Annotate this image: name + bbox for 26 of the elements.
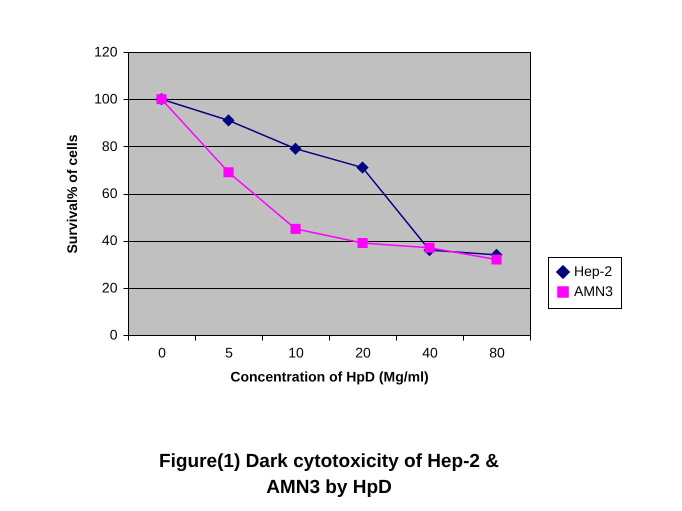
x-tick-label: 40 [422,344,438,360]
y-tick-label: 100 [94,90,118,107]
y-tick-label: 20 [102,279,118,296]
legend-label: AMN3 [574,283,614,299]
y-tick-label: 80 [102,138,118,154]
point [224,167,234,178]
legend-label: Hep-2 [574,263,612,279]
y-tick-label: 120 [94,44,118,60]
x-tick-label: 5 [225,344,234,360]
y-tick-label: 0 [110,326,118,342]
point [356,161,369,174]
x-tick-label: 20 [355,344,371,360]
text: Figure(1) Dark cytotoxicity of Hep-2 & AMN3 by HpD [159,451,500,498]
point [492,254,502,265]
point [424,242,434,253]
y-tick-label: 60 [102,185,118,201]
point [289,142,302,155]
y-axis-title: Survival% of cells [64,134,80,254]
x-tick-label: 80 [489,344,505,360]
point [358,238,368,248]
point [290,224,300,234]
y-tick-label: 40 [102,232,118,248]
point [222,114,235,127]
x-tick-label: 10 [288,344,304,360]
x-tick-label: 0 [158,344,166,360]
x-axis-title: Concentration of HpD (Mg/ml) [230,368,429,384]
